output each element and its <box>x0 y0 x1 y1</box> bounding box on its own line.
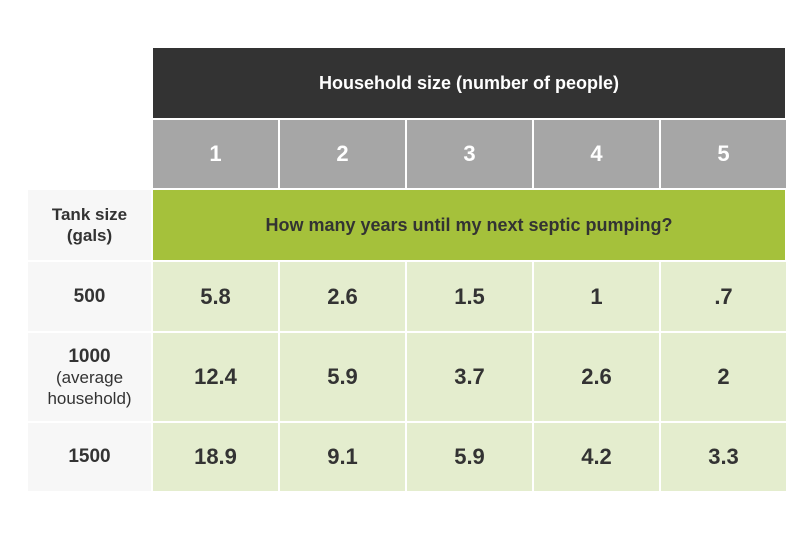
tank-size-header: Tank size (gals) <box>28 190 151 260</box>
column-header-4: 4 <box>534 120 659 188</box>
row-label-value: 1000 <box>68 345 111 367</box>
pumping-years-header: How many years until my next septic pump… <box>153 190 785 260</box>
column-header-2: 2 <box>280 120 405 188</box>
column-header-1: 1 <box>153 120 278 188</box>
value-cell-1000-5: 2 <box>661 333 786 421</box>
value-cell-1500-2: 9.1 <box>280 423 405 491</box>
row-label-note: (average household) <box>47 368 132 408</box>
value-cell-1000-3: 3.7 <box>407 333 532 421</box>
value-cell-500-1: 5.8 <box>153 262 278 331</box>
value-cell-500-5: .7 <box>661 262 786 331</box>
household-size-header: Household size (number of people) <box>153 48 785 118</box>
row-label-1500: 1500 <box>28 423 151 491</box>
column-header-3: 3 <box>407 120 532 188</box>
value-cell-1000-4: 2.6 <box>534 333 659 421</box>
value-cell-1000-1: 12.4 <box>153 333 278 421</box>
row-label-1000: 1000 (average household) <box>28 333 151 421</box>
value-cell-1500-4: 4.2 <box>534 423 659 491</box>
row-label-500: 500 <box>28 262 151 331</box>
row-label-value: 500 <box>73 285 106 307</box>
value-cell-500-4: 1 <box>534 262 659 331</box>
value-cell-500-2: 2.6 <box>280 262 405 331</box>
row-label-value: 1500 <box>68 446 111 468</box>
value-cell-1500-3: 5.9 <box>407 423 532 491</box>
value-cell-1500-1: 18.9 <box>153 423 278 491</box>
column-header-5: 5 <box>661 120 786 188</box>
value-cell-500-3: 1.5 <box>407 262 532 331</box>
value-cell-1000-2: 5.9 <box>280 333 405 421</box>
value-cell-1500-5: 3.3 <box>661 423 786 491</box>
